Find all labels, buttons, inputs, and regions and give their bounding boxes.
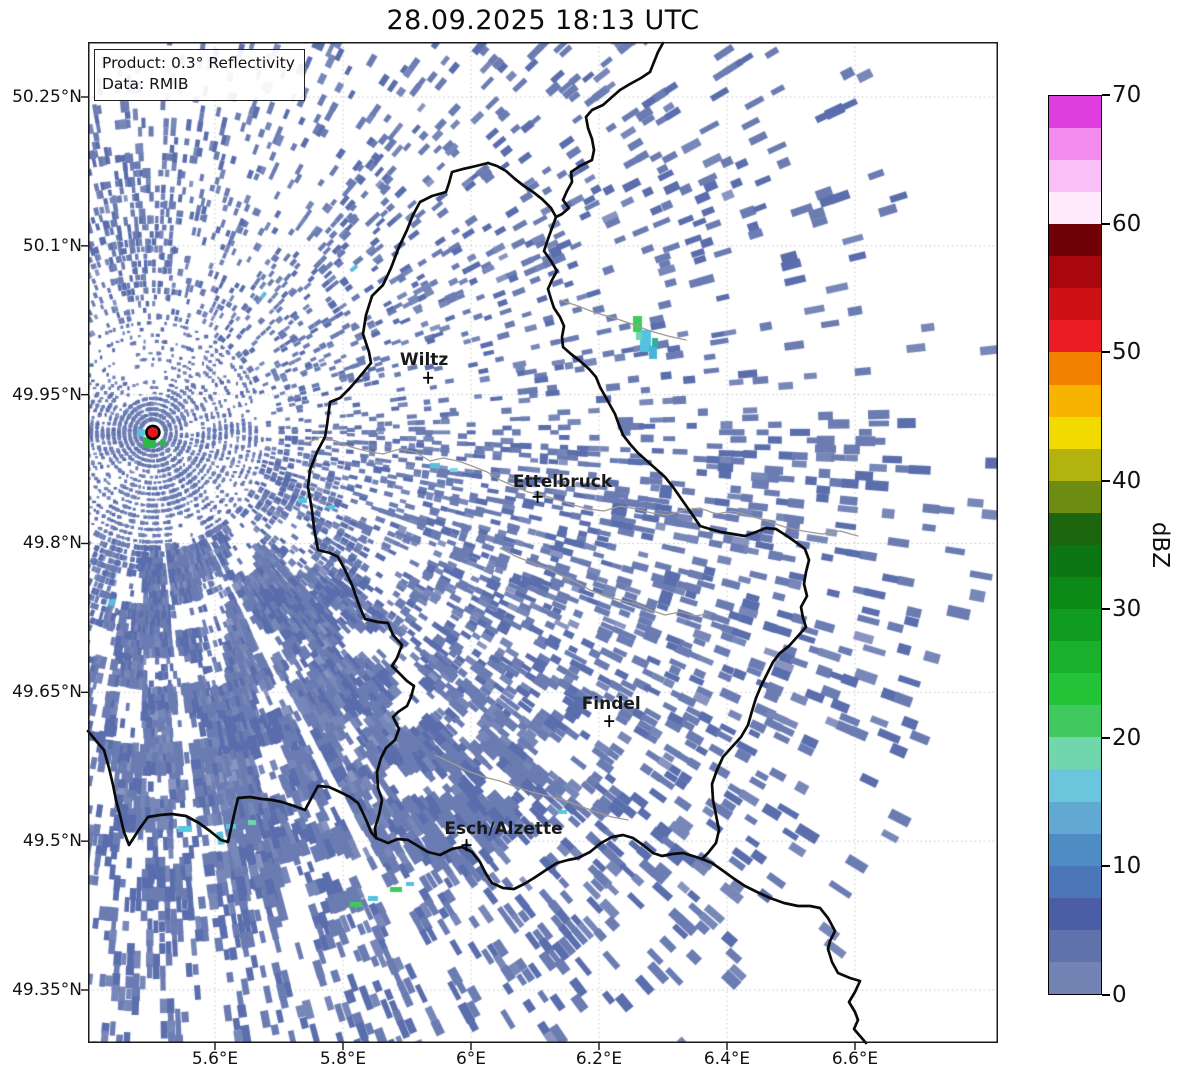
colorbar-segment (1049, 224, 1101, 257)
colorbar-tick-mark (1102, 222, 1110, 225)
colorbar-segment (1049, 544, 1101, 577)
colorbar-tick-mark (1102, 736, 1110, 739)
colorbar-tick-label: 20 (1112, 724, 1142, 751)
city-label: Esch/Alzette (444, 819, 563, 840)
colorbar-segment (1049, 705, 1101, 738)
country-border-line (306, 161, 490, 840)
city-marker (532, 490, 543, 503)
colorbar-segment (1049, 512, 1101, 545)
colorbar-segment (1049, 480, 1101, 513)
colorbar-segment (1049, 192, 1101, 225)
colorbar-segment (1049, 929, 1101, 962)
city-label: Wiltz (399, 349, 449, 370)
colorbar-tick-mark (1102, 994, 1110, 996)
product-info-box: Product: 0.3° Reflectivity Data: RMIB (94, 49, 305, 101)
colorbar-segment (1049, 448, 1101, 481)
colorbar-tick-label: 70 (1112, 82, 1142, 108)
region-border-line (499, 547, 707, 617)
city-marker (423, 371, 434, 384)
colorbar-tick-label: 60 (1112, 210, 1142, 237)
colorbar-tick-label: 50 (1112, 339, 1142, 366)
country-border-line (700, 857, 868, 1045)
colorbar-segment (1049, 609, 1101, 642)
product-info-line2: Data: RMIB (102, 75, 189, 94)
y-axis-tick-label: 49.35°N (12, 979, 82, 1000)
region-border-line (559, 299, 687, 341)
country-border-line (86, 729, 378, 847)
colorbar-tick-mark (1102, 351, 1110, 354)
x-axis-tick-label: 6.6°E (831, 1049, 879, 1069)
colorbar-segment (1049, 159, 1101, 193)
y-axis-tick-label: 49.65°N (12, 682, 82, 703)
map-overlay (81, 41, 998, 1050)
colorbar-axis-label: dBZ (1147, 521, 1173, 569)
colorbar-tick-mark (1102, 479, 1110, 482)
colorbar-tick-label: 30 (1112, 596, 1142, 623)
colorbar-segment (1049, 416, 1101, 449)
colorbar-tick-label: 0 (1112, 982, 1127, 1008)
y-axis-tick-label: 50.1°N (22, 235, 82, 256)
map-plot-area: Product: 0.3° Reflectivity Data: RMIB (81, 41, 998, 1050)
colorbar-segment (1049, 801, 1101, 834)
colorbar-segment (1049, 673, 1101, 706)
city-label: Ettelbruck (512, 471, 613, 492)
city-marker (461, 839, 472, 852)
region-border-line (382, 448, 701, 516)
x-axis-tick-label: 5.6°E (191, 1049, 239, 1069)
plot-frame (88, 42, 998, 1043)
region-border-line (434, 754, 629, 821)
city-marker (604, 715, 615, 728)
colorbar-tick-mark (1102, 608, 1110, 611)
colorbar-segment (1049, 737, 1101, 770)
colorbar-segment (1049, 769, 1101, 802)
y-axis-tick-label: 49.5°N (22, 831, 82, 852)
colorbar-segment (1049, 897, 1101, 930)
country-border-line (554, 41, 665, 219)
colorbar-segment (1049, 641, 1101, 674)
colorbar-segment (1049, 961, 1101, 994)
country-border-line (486, 161, 811, 861)
colorbar-tick-label: 10 (1112, 853, 1142, 880)
region-border-line (306, 436, 384, 455)
x-axis-tick-label: 6.4°E (703, 1049, 751, 1069)
region-border-line (699, 507, 859, 537)
colorbar (1048, 95, 1102, 995)
radar-echo-layer (88, 42, 998, 1043)
colorbar-segment (1049, 320, 1101, 353)
y-axis-tick-label: 50.25°N (12, 87, 82, 107)
colorbar-segment (1049, 352, 1101, 385)
colorbar-segment (1049, 833, 1101, 866)
x-axis-tick-label: 6°E (455, 1049, 487, 1069)
x-axis-tick-label: 6.2°E (575, 1049, 623, 1069)
colorbar-segment (1049, 576, 1101, 610)
product-info-line1: Product: 0.3° Reflectivity (102, 54, 295, 72)
colorbar-tick-label: 40 (1112, 467, 1142, 494)
colorbar-segment (1049, 865, 1101, 898)
colorbar-segment (1049, 288, 1101, 321)
colorbar-tick-mark (1102, 865, 1110, 868)
country-border-line (374, 833, 704, 891)
y-axis-tick-label: 49.8°N (22, 533, 82, 554)
figure-title: 28.09.2025 18:13 UTC (386, 5, 700, 36)
colorbar-segment (1049, 95, 1101, 128)
colorbar-segment (1049, 384, 1101, 417)
y-axis-tick-label: 49.95°N (12, 384, 82, 405)
radar-site-marker (145, 424, 161, 441)
colorbar-segment (1049, 127, 1101, 160)
city-label: Findel (581, 694, 641, 715)
x-axis-tick-label: 5.8°E (319, 1049, 367, 1069)
colorbar-tick-mark (1102, 94, 1110, 96)
colorbar-segment (1049, 256, 1101, 289)
